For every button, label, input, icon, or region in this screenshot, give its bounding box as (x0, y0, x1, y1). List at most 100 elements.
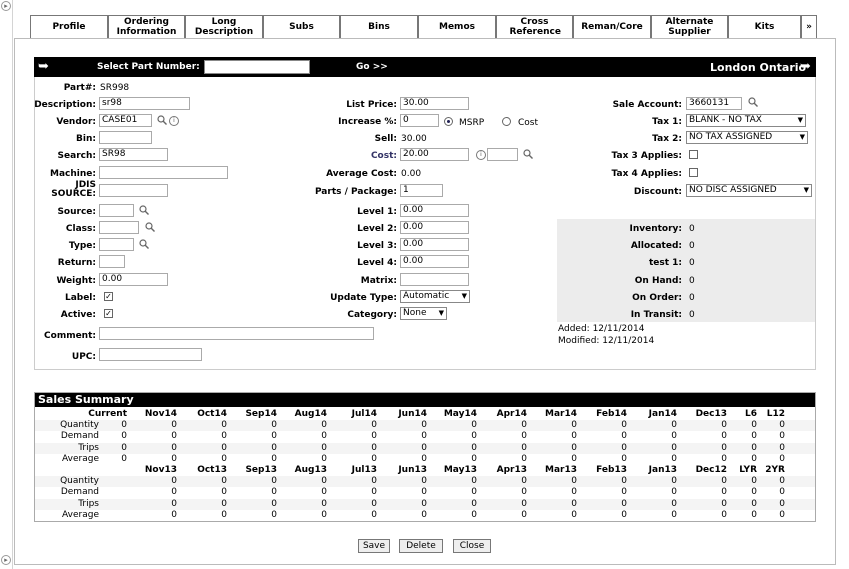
list-price-input[interactable]: 30.00 (400, 97, 469, 110)
cost-radio[interactable] (502, 117, 511, 126)
update-type-select[interactable]: Automatic ▼ (400, 290, 470, 303)
sales-cell: 0 (621, 509, 627, 520)
bin-input[interactable] (99, 131, 152, 144)
tab-long-description[interactable]: Long Description (185, 15, 263, 39)
tab-cross-reference[interactable]: Cross Reference (496, 15, 573, 39)
weight-input[interactable]: 0.00 (99, 273, 168, 286)
tab-kits[interactable]: Kits (728, 15, 801, 39)
matrix-input[interactable] (400, 273, 469, 286)
type-search-icon[interactable] (139, 239, 149, 249)
sales-row-label: Demand (60, 431, 99, 442)
sales-cell: 0 (571, 498, 577, 509)
level3-label: Level 3: (357, 241, 397, 251)
tax2-select[interactable]: NO TAX ASSIGNED ▼ (686, 131, 808, 144)
class-search-icon[interactable] (145, 222, 155, 232)
level4-input[interactable]: 0.00 (400, 255, 469, 268)
on-hand-label: On Hand: (634, 276, 682, 286)
upc-input[interactable] (99, 348, 202, 361)
discount-select[interactable]: NO DISC ASSIGNED ▼ (686, 184, 812, 197)
vendor-search-icon[interactable] (157, 115, 167, 125)
active-checkbox[interactable]: ✓ (104, 309, 113, 318)
tab-more[interactable]: » (801, 15, 817, 39)
cost-search-icon[interactable] (523, 149, 533, 159)
category-select[interactable]: None ▼ (400, 307, 447, 320)
sales-cell: 0 (221, 476, 227, 486)
tax1-select[interactable]: BLANK - NO TAX ▼ (686, 114, 806, 127)
level3-input[interactable]: 0.00 (400, 238, 469, 251)
sales-row: Trips 0 0 0 0 0 0 0 0 0 0 0 0 0 0 (35, 498, 815, 510)
tax2-label: Tax 2: (652, 134, 682, 144)
sales-cell: 0 (779, 487, 785, 498)
type-input[interactable] (99, 238, 134, 251)
tab-profile[interactable]: Profile (30, 15, 108, 39)
sale-account-search-icon[interactable] (748, 97, 758, 107)
sales-summary-title: Sales Summary (35, 393, 815, 407)
sales-cell: 0 (371, 453, 377, 464)
return-input[interactable] (99, 255, 125, 268)
tab-label: Profile (52, 22, 86, 32)
cost-input[interactable]: 20.00 (400, 148, 469, 161)
description-input[interactable]: sr98 (99, 97, 190, 110)
cost-info-icon[interactable]: i (476, 150, 486, 160)
vendor-input[interactable]: CASE01 (99, 114, 152, 127)
back-arrow-icon[interactable]: ➥ (38, 59, 49, 74)
tab-ordering-information[interactable]: Ordering Information (108, 15, 185, 39)
tax3-checkbox[interactable] (689, 150, 698, 159)
sales-cell: 0 (621, 442, 627, 453)
sale-account-input[interactable]: 3660131 (686, 97, 742, 110)
sales-cell: 0 (171, 420, 177, 430)
comment-label: Comment: (44, 331, 96, 341)
sales-cell: 0 (521, 476, 527, 486)
sell-label: Sell: (374, 134, 397, 144)
sales-cell: 0 (671, 453, 677, 464)
tab-memos[interactable]: Memos (418, 15, 496, 39)
search-input[interactable]: SR98 (99, 148, 168, 161)
tab-reman-core[interactable]: Reman/Core (573, 15, 651, 39)
sales-header-13: L6 (745, 409, 757, 419)
sales-cell: 0 (571, 509, 577, 520)
go-button[interactable]: Go >> (356, 62, 388, 72)
sales-cell: 0 (321, 476, 327, 486)
tax4-checkbox[interactable] (689, 168, 698, 177)
delete-button[interactable]: Delete (399, 539, 443, 553)
sales-cell: 0 (321, 498, 327, 509)
tab-alternate-supplier[interactable]: Alternate Supplier (651, 15, 728, 39)
level1-input[interactable]: 0.00 (400, 204, 469, 217)
source-input[interactable] (99, 204, 134, 217)
part-number-input[interactable] (204, 60, 310, 74)
part-label: Part#: (63, 83, 96, 93)
sales-row: Average 0 0 0 0 0 0 0 0 0 0 0 0 0 0 0 (35, 453, 815, 465)
close-button[interactable]: Close (453, 539, 491, 553)
location-label: London Ontario (710, 61, 807, 74)
level2-input[interactable]: 0.00 (400, 221, 469, 234)
sales-cell: 0 (171, 431, 177, 442)
parts-package-input[interactable]: 1 (400, 184, 443, 197)
sales-cell: 0 (171, 442, 177, 453)
tab-subs[interactable]: Subs (263, 15, 340, 39)
vendor-info-icon[interactable]: i (169, 116, 179, 126)
class-input[interactable] (99, 221, 139, 234)
sales-row-label: Quantity (60, 420, 99, 430)
jdis-source-input[interactable] (99, 184, 168, 197)
save-button[interactable]: Save (358, 539, 390, 553)
sales-header-14: L12 (766, 409, 785, 419)
comment-input[interactable] (99, 327, 374, 340)
sales-cell: 0 (271, 509, 277, 520)
cost-link[interactable]: Cost: (370, 151, 397, 161)
sales-cell: 0 (471, 442, 477, 453)
tab-label: Ordering Information (116, 17, 177, 37)
collapse-icon[interactable]: ▸ (1, 1, 11, 11)
sales-row-label: Average (62, 509, 99, 520)
machine-input[interactable] (99, 166, 228, 179)
cost-extra-input[interactable] (487, 148, 518, 161)
expand-icon[interactable]: ▸ (1, 555, 11, 565)
msrp-radio[interactable] (444, 117, 453, 126)
tab-bins[interactable]: Bins (340, 15, 418, 39)
sales-cell: 0 (571, 476, 577, 486)
label-checkbox[interactable]: ✓ (104, 292, 113, 301)
forward-arrow-icon[interactable]: ➥ (800, 59, 811, 74)
active-label: Active: (60, 310, 96, 320)
source-search-icon[interactable] (139, 205, 149, 215)
increase-input[interactable]: 0 (400, 114, 439, 127)
sales-cell: 0 (521, 442, 527, 453)
